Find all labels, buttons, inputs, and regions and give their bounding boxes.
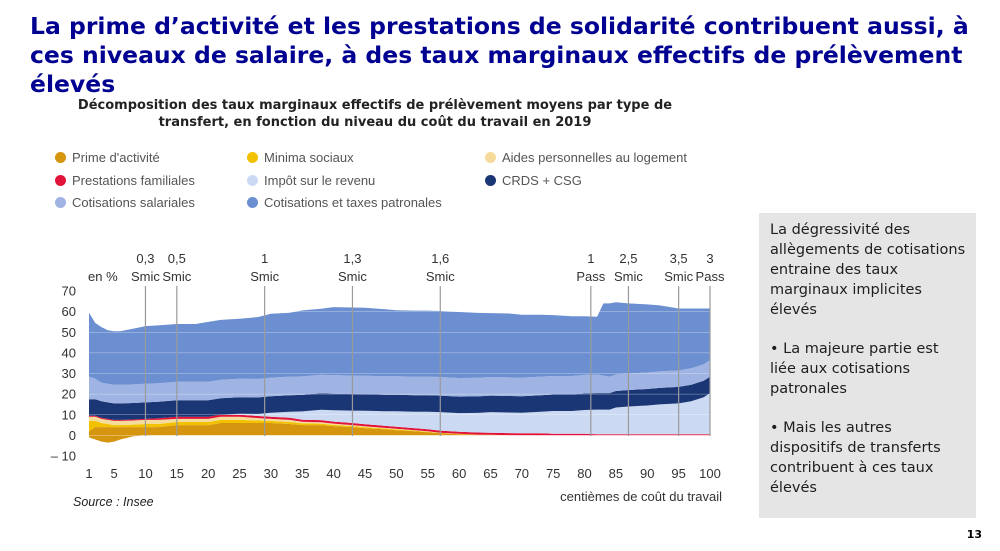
reference-label-unit: Pass — [576, 269, 605, 284]
legend-dot-icon — [247, 152, 258, 163]
legend-dot-icon — [485, 152, 496, 163]
x-tick-label: 85 — [609, 466, 623, 481]
chart-title: Décomposition des taux marginaux effecti… — [77, 98, 673, 130]
x-tick-label: 75 — [546, 466, 560, 481]
y-tick-label: 20 — [62, 387, 76, 402]
legend-dot-icon — [247, 175, 258, 186]
side-note-bullet: • La majeure partie est liée aux cotisat… — [770, 341, 939, 397]
reference-label-value: 1,6 — [431, 251, 449, 266]
x-tick-label: 90 — [640, 466, 654, 481]
y-tick-label: 70 — [62, 284, 76, 299]
reference-label-value: 1 — [587, 251, 594, 266]
chart-source: Source : Insee — [73, 495, 154, 509]
reference-label-value: 3,5 — [670, 251, 688, 266]
x-tick-label: 95 — [671, 466, 685, 481]
x-axis-label: centièmes de coût du travail — [560, 489, 722, 504]
reference-label-unit: Pass — [696, 269, 725, 284]
area-series — [89, 302, 710, 385]
x-tick-label: 55 — [420, 466, 434, 481]
x-tick-label: 25 — [232, 466, 246, 481]
page-number: 13 — [966, 528, 982, 541]
x-tick-label: 80 — [577, 466, 591, 481]
chart-legend: Prime d'activité Minima sociaux Aides pe… — [55, 150, 755, 216]
x-tick-label: 40 — [326, 466, 340, 481]
reference-label-unit: Smic — [664, 269, 693, 284]
y-tick-label: 50 — [62, 325, 76, 340]
area-series — [89, 423, 710, 436]
reference-label-value: 1 — [261, 251, 268, 266]
legend-label: Aides personnelles au logement — [502, 150, 688, 165]
legend-label: CRDS + CSG — [502, 173, 582, 188]
legend-label: Cotisations salariales — [72, 195, 195, 210]
y-tick-label: 60 — [62, 304, 76, 319]
reference-label-unit: Smic — [338, 269, 367, 284]
legend-item-cotisations-salariales: Cotisations salariales — [55, 195, 195, 210]
reference-label-value: 0,5 — [168, 251, 186, 266]
reference-label-unit: Smic — [162, 269, 191, 284]
legend-item-crds-csg: CRDS + CSG — [485, 173, 582, 188]
x-tick-label: 15 — [170, 466, 184, 481]
legend-label: Prime d'activité — [72, 150, 160, 165]
y-tick-label: 0 — [69, 428, 76, 443]
reference-label-unit: Smic — [426, 269, 455, 284]
legend-label: Cotisations et taxes patronales — [264, 195, 442, 210]
x-tick-label: 35 — [295, 466, 309, 481]
reference-label-unit: Smic — [614, 269, 643, 284]
x-tick-label: 1 — [85, 466, 92, 481]
x-tick-label: 10 — [138, 466, 152, 481]
x-tick-label: 30 — [264, 466, 278, 481]
legend-label: Minima sociaux — [264, 150, 354, 165]
x-tick-label: 45 — [358, 466, 372, 481]
side-note-paragraph: La dégressivité des allègements de cotis… — [770, 222, 966, 318]
reference-label-unit: Smic — [131, 269, 160, 284]
reference-label-value: 2,5 — [619, 251, 637, 266]
reference-label-value: 1,3 — [343, 251, 361, 266]
reference-label-value: 0,3 — [136, 251, 154, 266]
legend-dot-icon — [55, 152, 66, 163]
area-series — [89, 360, 710, 404]
y-axis-label: en % — [88, 269, 118, 284]
legend-label: Impôt sur le revenu — [264, 173, 376, 188]
legend-item-cotisations-patronales: Cotisations et taxes patronales — [247, 195, 442, 210]
x-tick-label: 65 — [483, 466, 497, 481]
reference-label-value: 3 — [706, 251, 713, 266]
legend-dot-icon — [485, 175, 496, 186]
legend-item-minima-sociaux: Minima sociaux — [247, 150, 354, 165]
side-note-bullet: • Mais les autres dispositifs de transfe… — [770, 420, 941, 496]
area-series — [89, 393, 710, 435]
legend-dot-icon — [55, 175, 66, 186]
legend-item-aides-logement: Aides personnelles au logement — [485, 150, 687, 165]
y-tick-label: 30 — [62, 366, 76, 381]
legend-dot-icon — [247, 197, 258, 208]
chart-areas — [89, 302, 710, 443]
x-tick-label: 50 — [389, 466, 403, 481]
x-tick-label: 5 — [110, 466, 117, 481]
legend-dot-icon — [55, 197, 66, 208]
area-series — [89, 376, 710, 420]
reference-label-unit: Smic — [250, 269, 279, 284]
x-tick-label: 60 — [452, 466, 466, 481]
slide-title: La prime d’activité et les prestations d… — [30, 12, 969, 98]
side-note-box: La dégressivité des allègements de cotis… — [759, 213, 976, 518]
y-tick-label: – 10 — [51, 449, 76, 464]
legend-item-impot-revenu: Impôt sur le revenu — [247, 173, 375, 188]
y-tick-label: 10 — [62, 407, 76, 422]
chart-gridlines — [89, 290, 710, 457]
area-series-negative — [89, 435, 710, 443]
legend-item-prime-activite: Prime d'activité — [55, 150, 160, 165]
x-tick-label: 20 — [201, 466, 215, 481]
legend-label: Prestations familiales — [72, 173, 195, 188]
x-tick-label: 100 — [699, 466, 721, 481]
chart-reference-lines: 0,3 Smic 0,5 Smic 1 Smic 1,3 Smic 1,6 Smic 1 Pass 2,… — [131, 251, 725, 436]
legend-item-prestations-familiales: Prestations familiales — [55, 173, 195, 188]
x-tick-label: 70 — [515, 466, 529, 481]
y-tick-label: 40 — [62, 345, 76, 360]
